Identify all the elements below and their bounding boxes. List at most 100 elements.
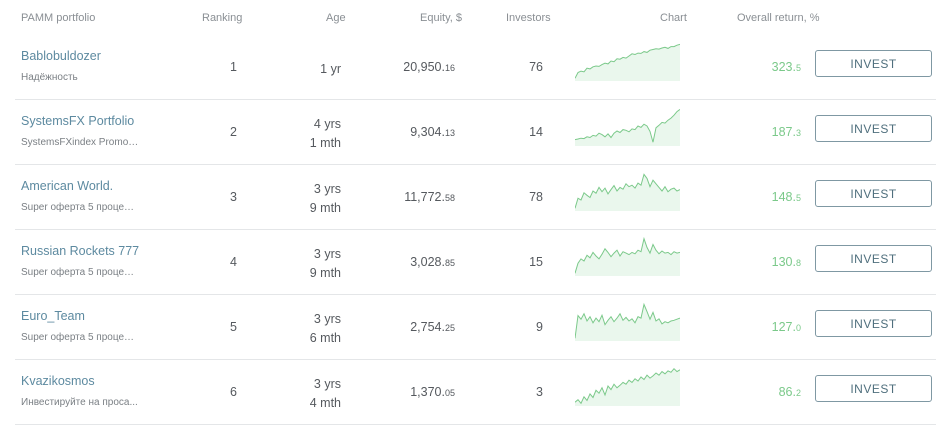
investors-count: 9 [536,320,543,334]
age-line-2: 9 mth [309,201,341,215]
investors-count: 14 [529,125,543,139]
investors-count: 76 [529,60,543,74]
table-row: Euro_Team Super оферта 5 процент... 5 3 … [15,295,936,360]
col-header-portfolio[interactable]: PAMM portfolio [21,12,96,24]
age-line-1: 3 yrs [313,377,341,391]
sparkline-area [575,109,680,146]
col-header-investors[interactable]: Investors [506,12,551,24]
equity-value: 11,772.58 [375,190,455,204]
portfolio-name-link[interactable]: SystemsFX Portfolio [21,114,135,128]
portfolio-name-link[interactable]: Russian Rockets 777 [21,244,140,258]
col-header-age[interactable]: Age [326,12,346,24]
sparkline-area [575,368,680,406]
portfolio-subtitle: Super оферта 5 процент... [21,267,139,278]
equity-decimal: 25 [444,323,455,333]
table-header: PAMM portfolio Ranking Age Equity, $ Inv… [0,0,948,36]
overall-return-value: 187.3 [755,125,801,139]
equity-decimal: 13 [444,128,455,138]
overall-return-value: 86.2 [755,385,801,399]
sparkline-area [575,44,680,81]
ranking-value: 4 [230,255,237,269]
portfolio-subtitle: Super оферта 5 процент... [21,332,139,343]
ranking-value: 2 [230,125,237,139]
sparkline-line [575,367,680,405]
portfolio-subtitle: Инвестируйте на проса... [21,397,138,408]
equity-decimal: 58 [444,193,455,203]
age-line-1: 4 yrs [313,117,341,131]
sparkline-area [575,304,680,341]
ranking-value: 6 [230,385,237,399]
portfolio-name-link[interactable]: Euro_Team [21,309,85,323]
invest-button[interactable]: INVEST [815,375,932,402]
sparkline-line [575,43,680,79]
return-integer: 86. [778,385,796,399]
overall-return-value: 127.0 [755,320,801,334]
sparkline-chart[interactable] [575,301,680,341]
overall-return-value: 148.5 [755,190,801,204]
return-decimal: 3 [795,128,801,138]
equity-integer: 3,028. [410,255,445,269]
age-value: 3 yrs 4 mth [285,375,341,413]
col-header-overall-return[interactable]: Overall return, % [737,12,820,24]
equity-decimal: 05 [444,388,455,398]
invest-button[interactable]: INVEST [815,50,932,77]
equity-integer: 9,304. [410,125,445,139]
age-line-2: 1 mth [309,136,341,150]
sparkline-chart[interactable] [575,366,680,406]
table-row: American World. Super оферта 5 процент..… [15,165,936,230]
table-row: Russian Rockets 777 Super оферта 5 проце… [15,230,936,295]
sparkline-chart[interactable] [575,41,680,81]
equity-value: 3,028.85 [375,255,455,269]
sparkline-chart[interactable] [575,236,680,276]
return-integer: 130. [771,255,796,269]
invest-button[interactable]: INVEST [815,310,932,337]
equity-value: 9,304.13 [375,125,455,139]
equity-value: 2,754.25 [375,320,455,334]
return-decimal: 5 [795,63,801,73]
age-value: 3 yrs 6 mth [285,310,341,348]
equity-value: 1,370.05 [375,385,455,399]
sparkline-line [575,108,680,143]
age-value: 1 yr [285,60,341,79]
equity-integer: 11,772. [404,190,445,204]
sparkline-line [575,236,680,274]
return-integer: 127. [771,320,796,334]
invest-button[interactable]: INVEST [815,245,932,272]
return-decimal: 2 [795,388,801,398]
table-row: SystemsFX Portfolio SystemsFXindex Promo… [15,100,936,165]
col-header-equity[interactable]: Equity, $ [420,12,462,24]
overall-return-value: 130.8 [755,255,801,269]
sparkline-chart[interactable] [575,171,680,211]
return-integer: 187. [771,125,796,139]
portfolio-name-link[interactable]: American World. [21,179,114,193]
portfolio-name-link[interactable]: Bablobuldozer [21,49,101,63]
sparkline-line [575,173,680,209]
col-header-ranking[interactable]: Ranking [202,12,243,24]
equity-integer: 2,754. [410,320,445,334]
sparkline-line [575,302,680,339]
equity-value: 20,950.16 [375,60,455,74]
investors-count: 15 [529,255,543,269]
equity-decimal: 16 [444,63,455,73]
investors-count: 78 [529,190,543,204]
portfolio-subtitle: Надёжность [21,72,78,83]
age-line-1: 3 yrs [313,247,341,261]
sparkline-chart[interactable] [575,106,680,146]
col-header-chart: Chart [660,12,687,24]
age-value: 3 yrs 9 mth [285,245,341,283]
ranking-value: 5 [230,320,237,334]
sparkline-area [575,174,680,211]
invest-button[interactable]: INVEST [815,180,932,207]
return-decimal: 8 [795,258,801,268]
age-value: 3 yrs 9 mth [285,180,341,218]
age-line-2: 9 mth [309,266,341,280]
age-line-2: 6 mth [309,331,341,345]
age-line-1: 3 yrs [313,182,341,196]
portfolio-name-link[interactable]: Kvazikosmos [21,374,95,388]
table-row: Kvazikosmos Инвестируйте на проса... 6 3… [15,360,936,425]
return-decimal: 5 [795,193,801,203]
ranking-value: 3 [230,190,237,204]
equity-integer: 1,370. [410,385,445,399]
age-line-1: 1 yr [320,62,341,76]
invest-button[interactable]: INVEST [815,115,932,142]
